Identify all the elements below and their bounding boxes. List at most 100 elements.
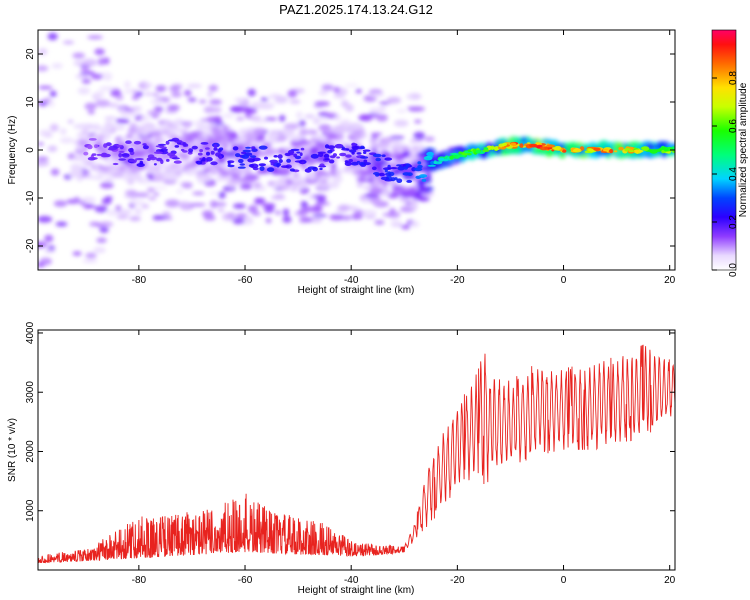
x-tick-label: 0 — [561, 275, 567, 286]
heatmap-noise-blob — [401, 224, 411, 230]
heatmap-noise-blob — [316, 196, 326, 203]
heatmap-band-blob — [319, 175, 332, 181]
heatmap-band-blob — [209, 165, 219, 173]
heatmap-ridge-blob — [299, 152, 303, 157]
heatmap-ridge-blob — [381, 154, 386, 157]
spectrogram-x-ticks: -80 -60 -40 -20 0 20 — [132, 30, 676, 286]
heatmap-band-blob — [97, 134, 104, 142]
heatmap-noise-blob — [314, 202, 331, 206]
heatmap-ridge-blob — [464, 150, 469, 154]
spectrogram-plot: -80 -60 -40 -20 0 20 -20 -10 0 10 20 Height of st… — [7, 29, 676, 296]
x-tick-label: 20 — [664, 275, 676, 286]
heatmap-noise-blob — [125, 189, 137, 196]
heatmap-ridge-blob — [289, 168, 295, 172]
heatmap-ridge-blob — [107, 147, 116, 151]
heatmap-ridge-blob — [182, 142, 187, 147]
heatmap-noise-blob — [199, 99, 207, 104]
heatmap-band-blob — [110, 155, 121, 160]
heatmap-band-blob — [369, 137, 378, 144]
colorbar-tick-label: 0.8 — [728, 71, 739, 85]
heatmap-band-blob — [369, 187, 383, 196]
snr-x-label: Height of straight line (km) — [298, 585, 415, 596]
heatmap-band-blob — [308, 148, 320, 154]
heatmap-ridge-blob — [278, 159, 283, 163]
heatmap-noise-blob — [38, 262, 46, 268]
heatmap-ridge-blob — [433, 160, 437, 165]
heatmap-ridge-blob — [235, 153, 241, 158]
heatmap-band-blob — [278, 177, 287, 185]
heatmap-band-blob — [314, 134, 323, 141]
heatmap-ridge-blob — [139, 160, 144, 165]
heatmap-band-blob — [132, 135, 141, 143]
heatmap-noise-blob — [409, 138, 419, 144]
heatmap-noise-blob — [75, 74, 89, 79]
heatmap-noise-blob — [106, 209, 119, 217]
heatmap-ridge-blob — [349, 149, 357, 153]
heatmap-band-blob — [288, 135, 303, 142]
heatmap-ridge-blob — [280, 165, 290, 169]
heatmap-ridge-blob — [90, 157, 98, 160]
heatmap-noise-blob — [300, 200, 309, 208]
heatmap-band-blob — [281, 129, 288, 136]
heatmap-band-blob — [395, 160, 404, 165]
heatmap-band-blob — [246, 131, 253, 138]
heatmap-noise-blob — [60, 128, 67, 135]
heatmap-noise-blob — [264, 206, 275, 213]
heatmap-core — [83, 137, 675, 183]
heatmap-band-blob — [252, 182, 262, 189]
heatmap-noise-blob — [62, 40, 75, 45]
heatmap-ridge-blob — [241, 151, 247, 154]
heatmap-ridge-blob — [449, 155, 454, 160]
heatmap-ridge-blob — [384, 157, 393, 161]
heatmap-noise-blob — [81, 78, 91, 84]
heatmap-noise-blob — [49, 123, 59, 132]
heatmap-ridge-blob — [360, 156, 369, 159]
heatmap-ridge-blob — [128, 159, 138, 163]
heatmap-band-blob — [252, 175, 260, 180]
heatmap-band-blob — [332, 129, 345, 134]
heatmap-ridge-blob — [336, 156, 340, 159]
heatmap-marks — [38, 32, 675, 268]
heatmap-band-blob — [416, 144, 425, 152]
heatmap-noise-blob — [318, 90, 329, 96]
heatmap-ridge-blob — [363, 162, 371, 166]
heatmap-noise-blob — [96, 237, 107, 244]
heatmap-band-blob — [307, 172, 317, 181]
heatmap-ridge-blob — [232, 146, 239, 151]
heatmap-ridge-blob — [91, 153, 97, 156]
heatmap-noise-blob — [85, 204, 96, 209]
heatmap-noise-blob — [115, 118, 130, 124]
heatmap-band-blob — [171, 120, 180, 127]
heatmap-noise-blob — [297, 209, 309, 216]
heatmap-ridge-blob — [663, 149, 671, 152]
heatmap-band-blob — [99, 165, 112, 171]
heatmap-ridge-blob — [174, 145, 180, 148]
heatmap-band-blob — [366, 163, 373, 171]
heatmap-band-blob — [378, 141, 390, 149]
heatmap-ridge-blob — [128, 148, 134, 153]
heatmap-noise-blob — [411, 106, 426, 112]
heatmap-noise-blob — [208, 84, 219, 92]
heatmap-noise-blob — [176, 189, 184, 194]
heatmap-noise-blob — [180, 181, 193, 188]
heatmap-noise-blob — [123, 90, 134, 94]
heatmap-band-blob — [77, 138, 89, 145]
y-tick-label: 0 — [25, 147, 36, 153]
heatmap-noise-blob — [94, 205, 108, 213]
heatmap-band-blob — [179, 152, 191, 160]
heatmap-band-blob — [297, 183, 307, 190]
heatmap-ridge-blob — [501, 146, 507, 149]
heatmap-band-blob — [224, 151, 238, 158]
heatmap-noise-blob — [389, 208, 396, 214]
heatmap-ridge-blob — [405, 163, 410, 167]
heatmap-ridge-blob — [427, 164, 437, 167]
heatmap-noise-blob — [151, 92, 160, 97]
heatmap-ridge-blob — [289, 152, 294, 156]
heatmap-noise-blob — [410, 202, 419, 211]
heatmap-noise-blob — [73, 196, 81, 203]
heatmap-noise-blob — [304, 114, 316, 119]
heatmap-band-blob — [153, 136, 164, 143]
heatmap-band-blob — [122, 176, 130, 181]
heatmap-ridge-blob — [112, 162, 119, 166]
heatmap-band-blob — [299, 139, 309, 145]
